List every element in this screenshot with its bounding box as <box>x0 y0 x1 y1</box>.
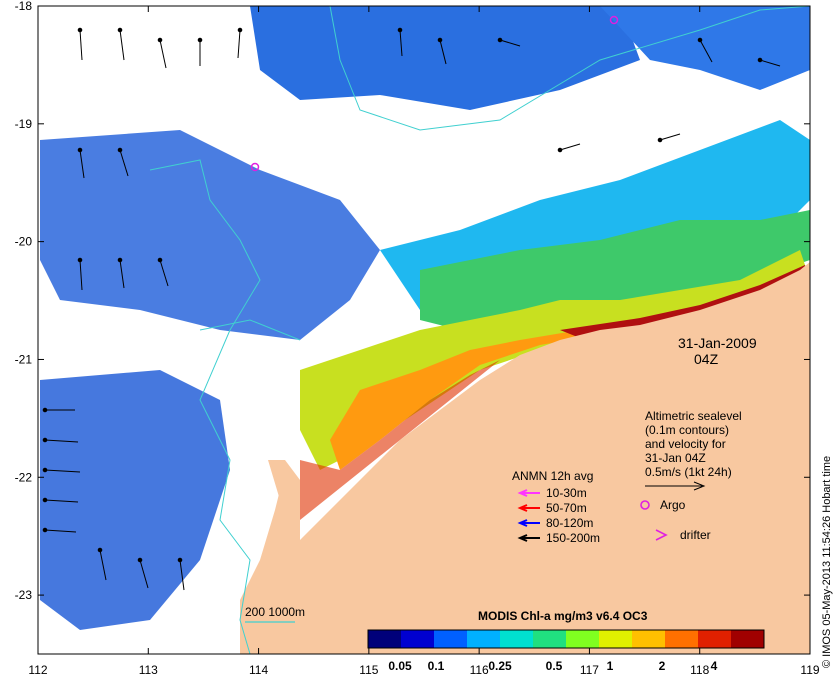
colorbar-cell <box>566 630 600 648</box>
colorbar-cell <box>368 630 402 648</box>
argo-float-marker <box>609 15 619 25</box>
svg-text:0.5m/s (1kt 24h): 0.5m/s (1kt 24h) <box>645 465 732 479</box>
anmn-legend: ANMN 12h avg 10-30m50-70m80-120m150-200m… <box>512 469 711 545</box>
colorbar-cell <box>599 630 633 648</box>
chlorophyll-field <box>40 6 810 630</box>
colorbar-cell <box>665 630 699 648</box>
lat-tick-label: -21 <box>15 352 33 366</box>
svg-text:MODIS Chl-a mg/m3 v6.4 OC3: MODIS Chl-a mg/m3 v6.4 OC3 <box>478 609 648 623</box>
colorbar-cell <box>401 630 435 648</box>
anmn-legend-label: 150-200m <box>546 531 600 545</box>
colorbar: MODIS Chl-a mg/m3 v6.4 OC3 0.05 0.1 0.25 0.… <box>367 609 765 673</box>
latitude-axis: -18 -19 -20 -21 -22 -23 <box>15 0 810 602</box>
colorbar-cell <box>467 630 501 648</box>
anmn-arrow-head <box>517 519 528 527</box>
anmn-legend-label: 50-70m <box>546 501 587 515</box>
svg-text:ANMN 12h avg: ANMN 12h avg <box>512 469 593 483</box>
svg-text:(0.1m contours): (0.1m contours) <box>645 423 729 437</box>
colorbar-tick-label: 0.05 <box>388 659 412 673</box>
colorbar-tick-label: 0.1 <box>428 659 445 673</box>
lat-tick-label: -22 <box>15 470 33 484</box>
colorbar-cell <box>731 630 765 648</box>
anmn-arrow-head <box>517 489 528 497</box>
date-label: 31-Jan-2009 <box>678 335 757 351</box>
velocity-arrows <box>42 27 781 591</box>
svg-text:31-Jan 04Z: 31-Jan 04Z <box>645 451 706 465</box>
anmn-legend-label: 10-30m <box>546 486 587 500</box>
lat-tick-label: -20 <box>15 235 33 249</box>
lon-tick-label: 112 <box>28 663 47 677</box>
bathymetry-contours <box>149 5 811 655</box>
plot-frame <box>37 5 811 655</box>
anmn-legend-label: 80-120m <box>546 516 593 530</box>
time-label: 04Z <box>694 351 719 367</box>
colorbar-tick-label: 0.25 <box>488 659 512 673</box>
lon-tick-label: 113 <box>139 663 158 677</box>
longitude-axis: 112 113 114 115 116 117 118 119 <box>28 6 820 677</box>
colorbar-cell <box>632 630 666 648</box>
north-west-cape <box>268 460 300 560</box>
colorbar-tick-label: 2 <box>659 659 666 673</box>
lat-tick-label: -18 <box>15 0 33 13</box>
svg-text:and velocity for: and velocity for <box>645 437 726 451</box>
argo-legend-icon <box>640 500 650 510</box>
lon-tick-label: 114 <box>249 663 268 677</box>
colorbar-cell <box>698 630 732 648</box>
lat-tick-label: -19 <box>15 117 33 131</box>
svg-text:Altimetric sealevel: Altimetric sealevel <box>645 409 742 423</box>
anmn-arrow-head <box>517 504 528 512</box>
anmn-arrow-head <box>517 534 528 542</box>
altimetry-note: Altimetric sealevel (0.1m contours) and … <box>645 409 742 491</box>
lon-tick-label: 116 <box>470 663 489 677</box>
drifter-legend-icon <box>655 529 668 541</box>
colorbar-tick-label: 1 <box>607 659 614 673</box>
land-mass <box>240 262 810 654</box>
colorbar-tick-label: 4 <box>711 659 718 673</box>
lon-tick-label: 117 <box>580 663 599 677</box>
bathymetry-legend: 200 1000m <box>245 605 305 623</box>
svg-text:Argo: Argo <box>660 498 686 512</box>
colorbar-cell <box>434 630 468 648</box>
lon-tick-label: 115 <box>359 663 378 677</box>
argo-float-marker <box>250 162 260 172</box>
lat-tick-label: -23 <box>15 588 33 602</box>
colorbar-cell <box>533 630 567 648</box>
colorbar-cell <box>500 630 534 648</box>
svg-text:200 1000m: 200 1000m <box>245 605 305 619</box>
credit-text: © IMOS 05-May-2013 11:54:26 Hobart time <box>821 456 833 668</box>
lon-tick-label: 118 <box>690 663 709 677</box>
lon-tick-label: 119 <box>800 663 819 677</box>
svg-text:drifter: drifter <box>680 528 711 542</box>
colorbar-tick-label: 0.5 <box>546 659 563 673</box>
